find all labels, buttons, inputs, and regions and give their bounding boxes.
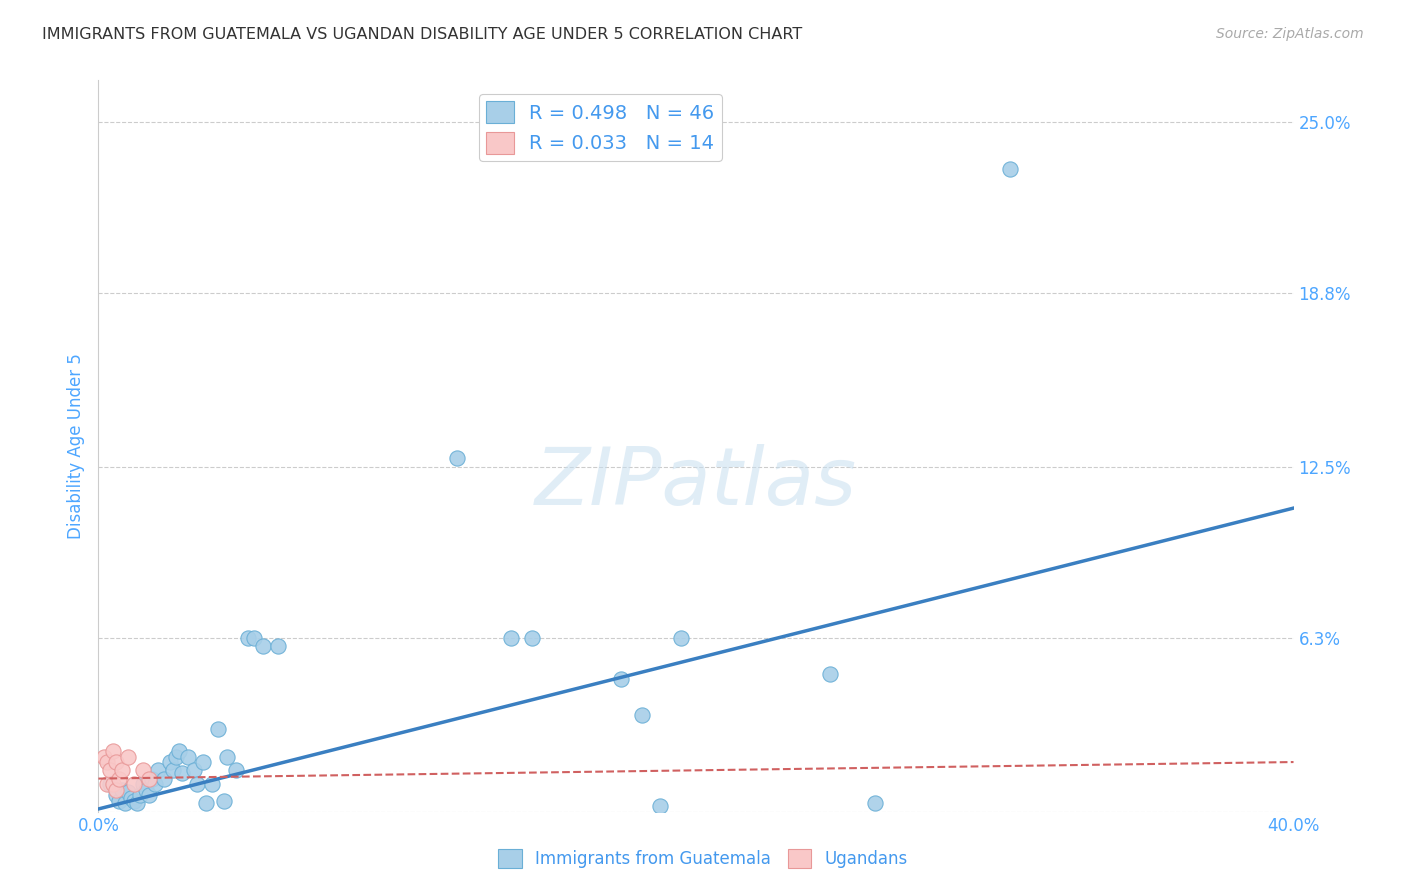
Point [98,777,122,791]
Point [114,797,136,811]
Point [191,755,214,769]
Point [215,749,238,764]
Point [243,631,266,645]
Y-axis label: Disability Age Under 5: Disability Age Under 5 [66,353,84,539]
Point [105,782,128,797]
Point [153,772,176,786]
Point [120,791,142,805]
Point [650,799,672,814]
Point [103,744,125,758]
Point [195,797,218,811]
Point [138,772,160,786]
Text: ZIPatlas: ZIPatlas [534,443,858,522]
Point [183,764,205,778]
Point [98,764,122,778]
Point [159,755,181,769]
Point [631,708,654,723]
Point [165,749,187,764]
Point [201,777,224,791]
Text: IMMIGRANTS FROM GUATEMALA VS UGANDAN DISABILITY AGE UNDER 5 CORRELATION CHART: IMMIGRANTS FROM GUATEMALA VS UGANDAN DIS… [42,27,803,42]
Point [108,794,131,808]
Point [135,782,157,797]
Point [141,772,163,786]
Point [148,764,170,778]
Point [111,764,134,778]
Point [132,777,155,791]
Point [499,631,522,645]
Legend: Immigrants from Guatemala, Ugandans: Immigrants from Guatemala, Ugandans [492,843,914,875]
Point [820,666,842,681]
Point [105,788,128,802]
Point [865,797,887,811]
Point [669,631,692,645]
Point [127,797,149,811]
Point [267,639,290,653]
Point [998,161,1021,176]
Legend: R = 0.498   N = 46, R = 0.033   N = 14: R = 0.498 N = 46, R = 0.033 N = 14 [478,94,723,161]
Point [236,631,259,645]
Point [117,785,139,799]
Point [167,744,190,758]
Point [177,749,200,764]
Point [143,777,166,791]
Point [129,788,152,802]
Point [108,772,131,786]
Point [225,764,247,778]
Point [93,749,115,764]
Point [117,749,139,764]
Point [446,451,468,466]
Point [610,672,633,686]
Point [96,755,118,769]
Point [162,764,184,778]
Point [105,755,128,769]
Point [111,782,134,797]
Point [103,777,125,791]
Point [212,794,235,808]
Point [96,777,118,791]
Point [172,766,194,780]
Point [124,777,146,791]
Text: Source: ZipAtlas.com: Source: ZipAtlas.com [1216,27,1364,41]
Point [124,794,146,808]
Point [132,764,155,778]
Point [252,639,274,653]
Point [207,722,229,736]
Point [520,631,543,645]
Point [186,777,208,791]
Point [138,788,160,802]
